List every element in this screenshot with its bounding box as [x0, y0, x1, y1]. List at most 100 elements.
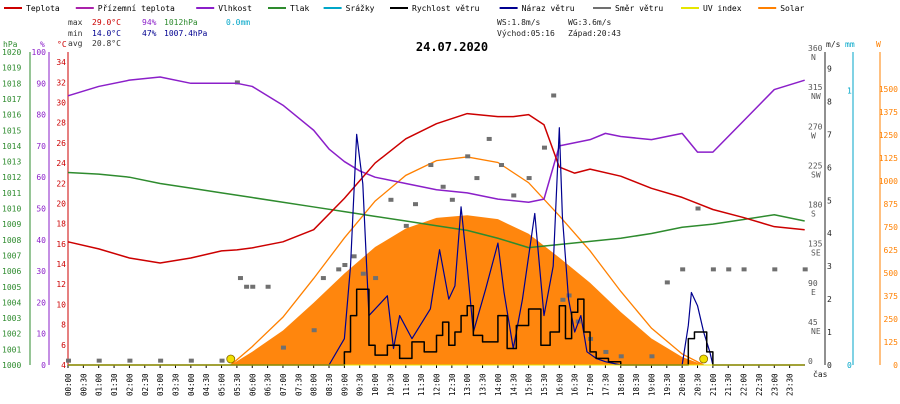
stat-sunrise: Východ:05:16: [497, 29, 555, 38]
tick-wind-7: 7: [827, 130, 832, 139]
series-direction-point-20: [403, 223, 409, 228]
series-direction-point-6: [234, 80, 240, 85]
tick-wind-4: 4: [827, 229, 832, 238]
series-direction-point-14: [336, 267, 342, 272]
series-direction-point-28: [498, 163, 504, 168]
unit-headers: hPa % °C m/s mm W čas: [3, 40, 881, 379]
tick-solar-2: 250: [884, 315, 899, 324]
xtick-label-24: 12:00: [433, 373, 442, 396]
tick-dir-1: 45: [808, 318, 818, 327]
series-direction-point-23: [440, 184, 446, 189]
tick-dir-label-6: W: [811, 131, 816, 140]
tick-humidity-2: 20: [36, 298, 46, 307]
xtick-label-43: 21:30: [724, 373, 733, 396]
tick-dir-label-4: S: [811, 210, 816, 219]
series-direction-point-1: [96, 358, 102, 363]
tick-wind-0: 0: [827, 361, 832, 370]
xtick-label-5: 02:30: [141, 373, 150, 396]
series-temperature-line: [67, 112, 805, 264]
series-direction-point-32: [551, 93, 557, 98]
tick-rain-1: 1: [847, 86, 852, 95]
tick-humidity-6: 60: [36, 173, 46, 182]
xtick-label-8: 04:00: [187, 373, 196, 396]
xtick-label-45: 22:30: [755, 373, 764, 396]
tick-pressure-15: 1015: [2, 126, 21, 135]
tick-temp-4: 12: [56, 280, 66, 289]
tick-pressure-19: 1019: [2, 64, 21, 73]
series-solar-area: [230, 215, 704, 365]
unit-time: čas: [813, 369, 828, 379]
stat-ws: WS:1.8m/s: [497, 18, 541, 27]
tick-temp-0: 4: [61, 361, 66, 370]
series-direction-point-45: [741, 267, 747, 272]
series-direction-point-24: [449, 197, 455, 202]
tick-solar-6: 750: [884, 223, 899, 232]
series-direction-point-16: [351, 254, 357, 259]
tick-humidity-8: 80: [36, 111, 46, 120]
series-direction-point-41: [680, 267, 686, 272]
tick-temp-13: 30: [56, 98, 66, 107]
xtick-label-0: 00:00: [64, 373, 73, 396]
series-pressure-line: [67, 171, 805, 249]
xtick-label-44: 22:00: [740, 373, 749, 396]
tick-solar-11: 1375: [879, 108, 898, 117]
xtick-label-16: 08:00: [310, 373, 319, 396]
tick-pressure-4: 1004: [2, 298, 21, 307]
xtick-label-22: 11:00: [402, 373, 411, 396]
xtick-label-17: 08:30: [325, 373, 334, 396]
unit-ms: m/s: [826, 40, 841, 49]
tick-pressure-8: 1008: [2, 236, 21, 245]
tick-dir-label-5: SW: [811, 170, 821, 179]
tick-solar-7: 875: [884, 200, 899, 209]
xtick-label-28: 14:00: [494, 373, 503, 396]
series-direction-point-37: [603, 349, 609, 354]
xtick-label-47: 23:30: [786, 373, 795, 396]
unit-degc: °C: [57, 40, 67, 49]
tick-humidity-3: 30: [36, 267, 46, 276]
series-direction-point-7: [237, 276, 243, 281]
xtick-label-7: 03:30: [171, 373, 180, 396]
tick-temp-5: 14: [56, 260, 66, 269]
stat-sunset: Západ:20:43: [568, 29, 621, 38]
tick-pressure-12: 1012: [2, 173, 21, 182]
stats-block: max 29.0°C 94% 1012hPa 0.0mm min 14.0°C …: [68, 18, 621, 48]
tick-solar-12: 1500: [879, 85, 898, 94]
tick-pressure-10: 1010: [2, 205, 21, 214]
stat-min-press: 1007.4hPa: [164, 29, 208, 38]
xtick-label-34: 17:00: [586, 373, 595, 396]
series-direction-point-25: [465, 154, 471, 159]
tick-wind-5: 5: [827, 196, 832, 205]
tick-wind-9: 9: [827, 64, 832, 73]
stat-max-press: 1012hPa: [164, 18, 198, 27]
unit-mm: mm: [845, 40, 855, 49]
series-direction-point-22: [428, 163, 434, 168]
tick-temp-9: 22: [56, 179, 66, 188]
tick-pressure-9: 1009: [2, 220, 21, 229]
xtick-label-36: 18:00: [617, 373, 626, 396]
plot-area: [66, 76, 808, 366]
tick-solar-1: 125: [884, 338, 899, 347]
series-direction-point-8: [244, 284, 250, 289]
xtick-label-37: 18:30: [632, 373, 641, 396]
xtick-label-42: 21:00: [709, 373, 718, 396]
series-direction-point-15: [342, 263, 348, 268]
series-direction-point-43: [710, 267, 716, 272]
tick-temp-15: 34: [56, 58, 66, 67]
tick-temp-6: 16: [56, 240, 66, 249]
xtick-label-32: 16:00: [555, 373, 564, 396]
series-direction-point-5: [219, 358, 225, 363]
xtick-label-41: 20:30: [694, 373, 703, 396]
tick-solar-4: 500: [884, 269, 899, 278]
tick-dir-2: 90: [808, 279, 818, 288]
tick-pressure-11: 1011: [2, 189, 21, 198]
tick-dir-4: 180: [808, 201, 823, 210]
tick-solar-8: 1000: [879, 177, 898, 186]
xtick-label-21: 10:30: [386, 373, 395, 396]
tick-solar-5: 625: [884, 246, 899, 255]
tick-humidity-1: 10: [36, 330, 46, 339]
stat-min-hum: 47%: [142, 29, 157, 38]
stat-min-temp: 14.0°C: [92, 29, 121, 38]
stat-min-label: min: [68, 29, 83, 38]
stat-max-temp: 29.0°C: [92, 18, 121, 27]
series-direction-point-33: [560, 297, 566, 302]
